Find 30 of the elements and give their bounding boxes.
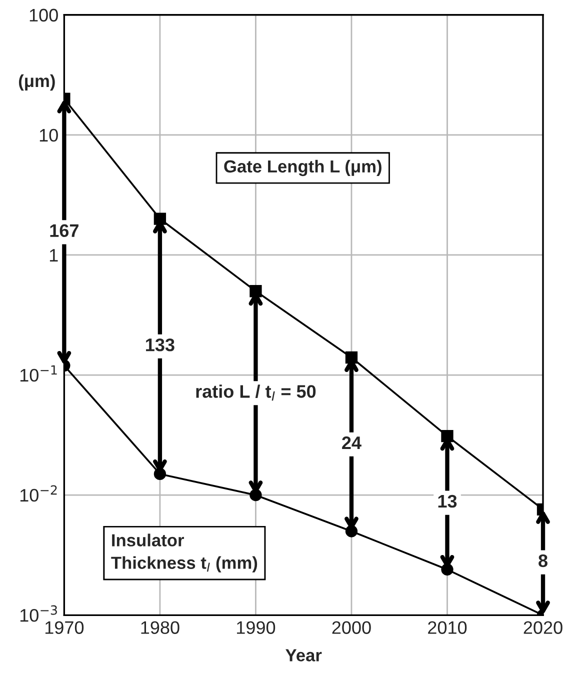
annotation: 13	[438, 494, 457, 508]
x-tick-label: 1980	[141, 621, 180, 634]
annotation: 24	[342, 436, 362, 450]
x-tick-label: 2010	[428, 621, 467, 634]
x-tick-label: 1990	[237, 621, 276, 634]
y-tick-label: 100	[30, 8, 58, 22]
annotation: ratio L / t$_{I}$ = 50	[196, 384, 316, 401]
point	[154, 212, 166, 225]
point	[250, 285, 262, 298]
annotation: 133	[146, 338, 174, 352]
y-axis-title: (μm)	[18, 74, 55, 91]
x-axis-title: Year	[286, 649, 322, 662]
y-tick-label: 10$^{−3}$	[20, 605, 57, 622]
point	[345, 351, 358, 364]
y-tick-label: 1	[50, 249, 58, 262]
y-tick-label: 10$^{−2}$	[20, 485, 57, 502]
point	[441, 430, 454, 442]
annotation: 8	[538, 554, 548, 568]
point	[154, 468, 166, 480]
point	[441, 563, 454, 576]
y-tick-label: 10$^{−1}$	[20, 365, 57, 382]
text: Gate Length L (μm)	[224, 160, 382, 176]
annotation: 167	[50, 224, 78, 238]
y-tick-label: 10	[40, 128, 58, 142]
x-tick-label: 1970	[45, 621, 84, 634]
x-tick-label: 2000	[332, 621, 371, 634]
point	[250, 489, 262, 502]
point	[345, 525, 358, 538]
series-label: Insulator Thickness t$_{I}$ (mm)	[111, 534, 258, 572]
x-tick-label: 2020	[524, 621, 562, 634]
